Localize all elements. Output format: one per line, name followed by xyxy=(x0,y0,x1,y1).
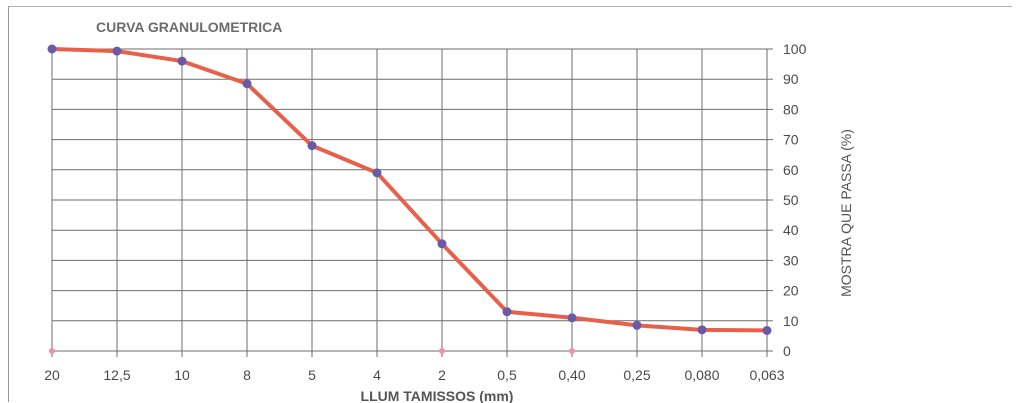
x-tick-label: 0,063 xyxy=(749,367,784,383)
x-tick-label: 0,40 xyxy=(558,367,585,383)
x-tick-label: 0,5 xyxy=(497,367,517,383)
data-point xyxy=(47,44,57,54)
data-point xyxy=(242,79,252,89)
y-tick-label: 100 xyxy=(783,41,807,57)
x-tick-label: 4 xyxy=(373,367,381,383)
data-point xyxy=(112,46,122,56)
data-point xyxy=(697,325,707,335)
y-tick-label: 0 xyxy=(783,343,791,359)
data-point xyxy=(762,325,772,335)
x-tick-label: 20 xyxy=(44,367,60,383)
x-axis-label: LLUM TAMISSOS (mm) xyxy=(361,388,514,403)
x-tick-label: 8 xyxy=(243,367,251,383)
data-point xyxy=(177,56,187,66)
baseline-marker xyxy=(569,348,575,354)
x-tick-label: 5 xyxy=(308,367,316,383)
chart-title: CURVA GRANULOMETRICA xyxy=(96,19,282,35)
baseline-marker xyxy=(439,348,445,354)
y-tick-label: 80 xyxy=(783,101,799,117)
y-tick-label: 10 xyxy=(783,313,799,329)
data-point xyxy=(567,313,577,323)
data-point xyxy=(632,320,642,330)
data-point xyxy=(502,307,512,317)
x-tick-label: 12,5 xyxy=(103,367,130,383)
x-tick-label: 0,25 xyxy=(623,367,650,383)
series-markers xyxy=(47,44,772,354)
y-tick-label: 30 xyxy=(783,252,799,268)
y-tick-label: 20 xyxy=(783,283,799,299)
series-line xyxy=(50,47,769,333)
y-tick-label: 90 xyxy=(783,71,799,87)
tick-labels: 0 10 20 30 40 50 60 70 80 90 100 20 12,5 10 8 5 4 2 0,5 0,4… xyxy=(44,41,806,383)
axes xyxy=(767,48,773,352)
series-line-path xyxy=(50,47,769,333)
chart-frame xyxy=(8,6,1012,402)
data-point xyxy=(437,239,447,249)
y-tick-label: 50 xyxy=(783,192,799,208)
y-tick-label: 40 xyxy=(783,222,799,238)
data-point xyxy=(372,168,382,178)
y-tick-label: 70 xyxy=(783,132,799,148)
y-tick-label: 60 xyxy=(783,162,799,178)
data-point xyxy=(307,141,317,151)
baseline-marker xyxy=(49,348,55,354)
x-tick-label: 10 xyxy=(174,367,190,383)
y-axis-label: MOSTRA QUE PASSA (%) xyxy=(838,129,854,297)
x-tick-label: 2 xyxy=(438,367,446,383)
grid xyxy=(51,48,768,357)
x-tick-label: 0,080 xyxy=(684,367,719,383)
